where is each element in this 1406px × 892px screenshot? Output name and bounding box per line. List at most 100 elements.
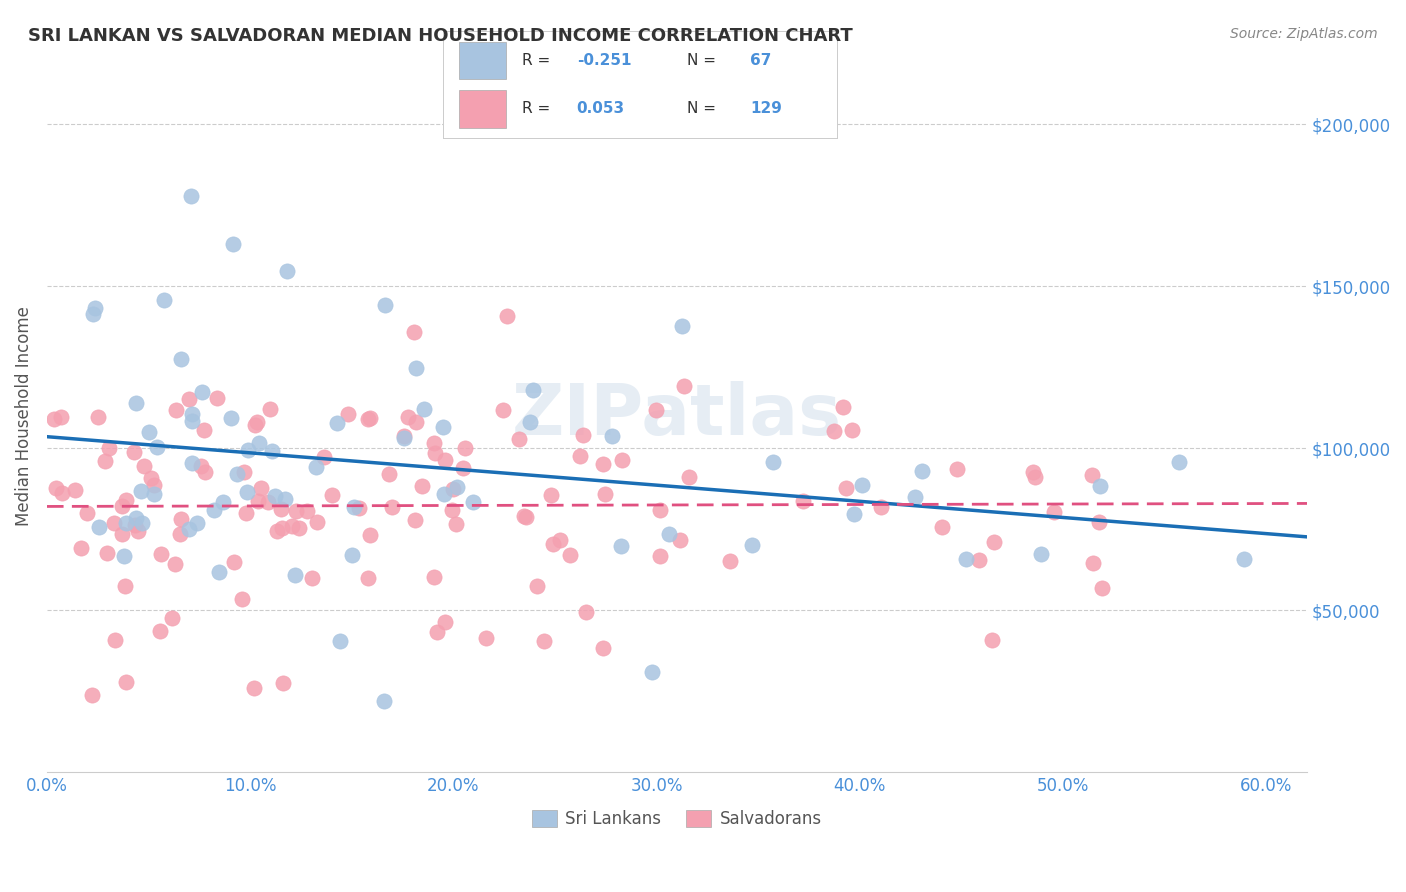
Point: [831, 401, 853, 415]
Point: [1021, 465, 1043, 479]
FancyBboxPatch shape: [458, 42, 506, 79]
Point: [132, 458, 155, 473]
Point: [541, 537, 564, 551]
Point: [835, 481, 858, 495]
Point: [93, 454, 115, 468]
Point: [404, 513, 426, 527]
Point: [526, 579, 548, 593]
Point: [202, 503, 225, 517]
Point: [271, 521, 294, 535]
Point: [1091, 581, 1114, 595]
Point: [983, 534, 1005, 549]
Point: [433, 453, 456, 467]
Point: [329, 634, 352, 648]
Point: [212, 495, 235, 509]
Text: ZIPatlas: ZIPatlas: [512, 381, 842, 450]
Point: [645, 403, 668, 417]
Point: [179, 522, 201, 536]
Point: [193, 424, 215, 438]
Point: [321, 488, 343, 502]
Point: [669, 533, 692, 548]
Point: [446, 480, 468, 494]
Point: [610, 453, 633, 467]
Point: [82, 307, 104, 321]
Point: [186, 516, 208, 530]
Point: [70, 541, 93, 555]
Point: [592, 640, 614, 655]
Point: [955, 552, 977, 566]
Point: [851, 478, 873, 492]
Point: [1081, 468, 1104, 483]
Point: [165, 402, 187, 417]
Point: [236, 484, 259, 499]
Point: [276, 264, 298, 278]
Point: [381, 500, 404, 515]
Point: [131, 483, 153, 498]
Point: [441, 483, 464, 497]
Point: [904, 490, 927, 504]
Point: [180, 414, 202, 428]
Point: [139, 471, 162, 485]
Point: [451, 461, 474, 475]
Point: [1233, 552, 1256, 566]
Point: [336, 407, 359, 421]
Point: [432, 420, 454, 434]
Text: -0.251: -0.251: [576, 53, 631, 68]
Point: [131, 516, 153, 531]
Point: [160, 611, 183, 625]
Text: 129: 129: [749, 101, 782, 116]
Point: [560, 549, 582, 563]
Point: [245, 418, 267, 433]
Point: [103, 632, 125, 647]
Point: [190, 459, 212, 474]
Text: N =: N =: [688, 101, 721, 116]
Point: [281, 519, 304, 533]
Point: [180, 456, 202, 470]
Point: [593, 487, 616, 501]
Point: [373, 694, 395, 708]
Point: [519, 415, 541, 429]
Point: [264, 489, 287, 503]
Point: [51, 410, 73, 425]
Point: [125, 396, 148, 410]
Point: [270, 501, 292, 516]
Point: [114, 516, 136, 530]
Point: [1081, 556, 1104, 570]
Point: [967, 553, 990, 567]
Point: [222, 237, 245, 252]
Point: [425, 625, 447, 640]
Point: [170, 352, 193, 367]
Point: [190, 385, 212, 400]
Point: [412, 402, 434, 417]
Point: [394, 428, 416, 442]
Point: [284, 568, 307, 582]
Point: [405, 415, 427, 429]
Point: [568, 450, 591, 464]
Point: [124, 517, 146, 532]
Point: [51, 486, 73, 500]
Point: [287, 520, 309, 534]
Point: [762, 455, 785, 469]
Point: [672, 379, 695, 393]
Text: 0.053: 0.053: [576, 101, 624, 116]
Point: [222, 555, 245, 569]
Point: [1088, 479, 1111, 493]
Point: [110, 500, 132, 514]
Point: [122, 445, 145, 459]
Point: [45, 481, 67, 495]
Point: [221, 411, 243, 425]
Point: [396, 410, 419, 425]
Point: [247, 436, 270, 450]
Point: [392, 431, 415, 445]
Point: [170, 512, 193, 526]
Point: [42, 411, 65, 425]
Point: [80, 688, 103, 702]
Point: [115, 492, 138, 507]
Point: [513, 508, 536, 523]
Point: [165, 557, 187, 571]
Point: [87, 520, 110, 534]
Text: Source: ZipAtlas.com: Source: ZipAtlas.com: [1230, 27, 1378, 41]
Y-axis label: Median Household Income: Median Household Income: [15, 306, 32, 525]
Point: [870, 500, 893, 515]
Point: [340, 548, 363, 562]
